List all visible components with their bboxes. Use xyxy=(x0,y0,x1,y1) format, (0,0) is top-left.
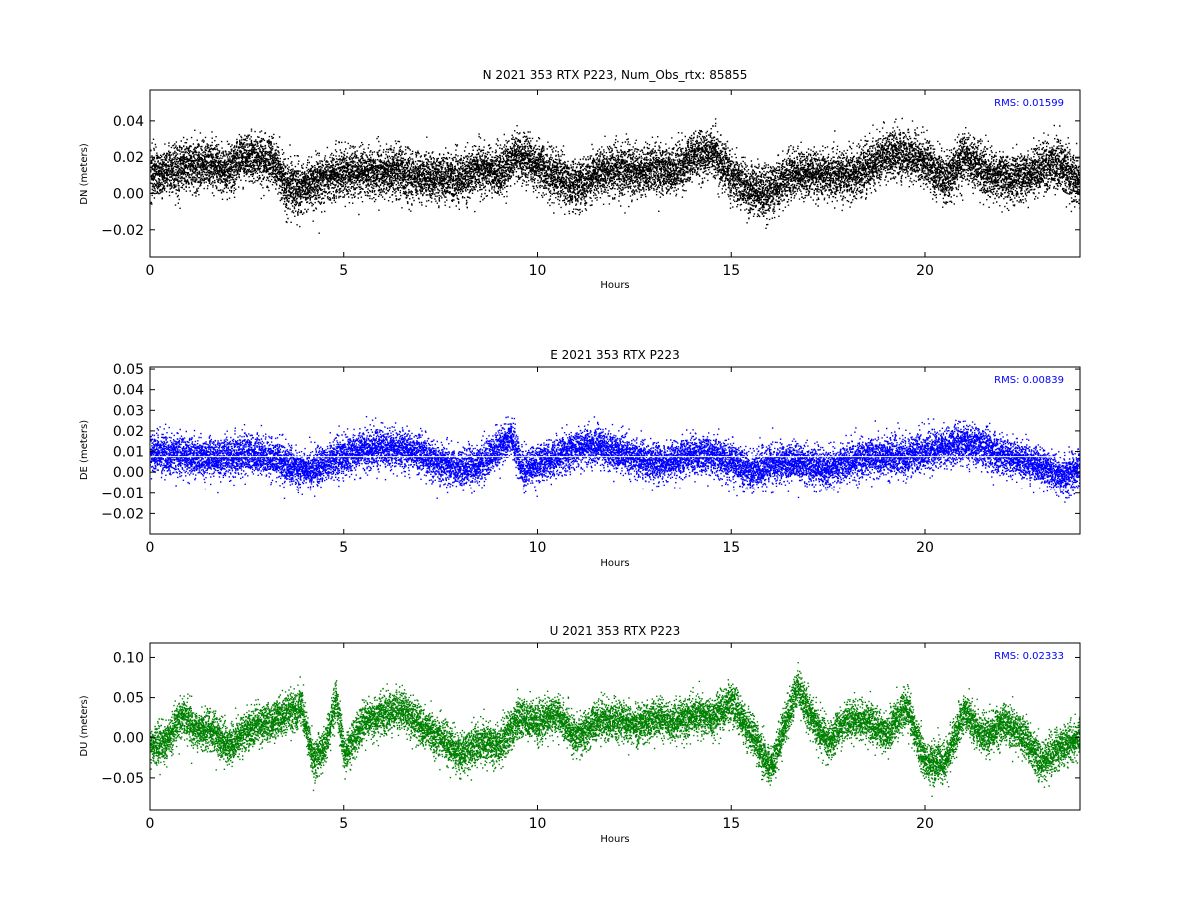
x-tick-label: 15 xyxy=(722,540,740,556)
panel-east-rms-label: RMS: 0.00839 xyxy=(994,375,1064,386)
panel-up-rms-label: RMS: 0.02333 xyxy=(994,651,1064,662)
panel-east-title: E 2021 353 RTX P223 xyxy=(550,348,679,362)
panel-up-xlabel: Hours xyxy=(600,834,629,845)
x-tick-label: 0 xyxy=(146,816,155,832)
x-tick-label: 5 xyxy=(339,816,348,832)
x-tick-label: 15 xyxy=(722,263,740,279)
x-tick-label: 10 xyxy=(529,540,547,556)
y-tick-label: 0.02 xyxy=(113,150,144,166)
x-tick-label: 10 xyxy=(529,816,547,832)
x-tick-label: 10 xyxy=(529,263,547,279)
x-tick-label: 20 xyxy=(916,540,934,556)
x-tick-label: 0 xyxy=(146,263,155,279)
y-tick-label: 0.00 xyxy=(113,465,144,481)
panel-up-title: U 2021 353 RTX P223 xyxy=(550,624,681,638)
panel-north-title: N 2021 353 RTX P223, Num_Obs_rtx: 85855 xyxy=(483,68,748,82)
y-tick-label: 0.04 xyxy=(113,114,144,130)
panel-up-ylabel: DU (meters) xyxy=(79,695,90,756)
x-tick-label: 5 xyxy=(339,263,348,279)
y-tick-label: 0.04 xyxy=(113,383,144,399)
y-tick-label: −0.02 xyxy=(101,223,144,239)
y-tick-label: 0.02 xyxy=(113,424,144,440)
panel-north-xlabel: Hours xyxy=(600,280,629,291)
y-tick-label: 0.00 xyxy=(113,186,144,202)
x-tick-label: 20 xyxy=(916,816,934,832)
x-tick-label: 15 xyxy=(722,816,740,832)
y-tick-label: 0.00 xyxy=(113,731,144,747)
y-tick-label: 0.03 xyxy=(113,403,144,419)
y-tick-label: 0.01 xyxy=(113,445,144,461)
y-tick-label: −0.05 xyxy=(101,771,144,787)
x-tick-label: 20 xyxy=(916,263,934,279)
panel-east-ylabel: DE (meters) xyxy=(79,420,90,480)
x-tick-label: 5 xyxy=(339,540,348,556)
x-tick-label: 0 xyxy=(146,540,155,556)
y-tick-label: −0.02 xyxy=(101,506,144,522)
y-tick-label: 0.05 xyxy=(113,362,144,378)
y-tick-label: 0.05 xyxy=(113,691,144,707)
panel-east-xlabel: Hours xyxy=(600,558,629,569)
panel-north-rms-label: RMS: 0.01599 xyxy=(994,98,1064,109)
y-tick-label: −0.01 xyxy=(101,486,144,502)
y-tick-label: 0.10 xyxy=(113,650,144,666)
panel-north-ylabel: DN (meters) xyxy=(79,143,90,205)
